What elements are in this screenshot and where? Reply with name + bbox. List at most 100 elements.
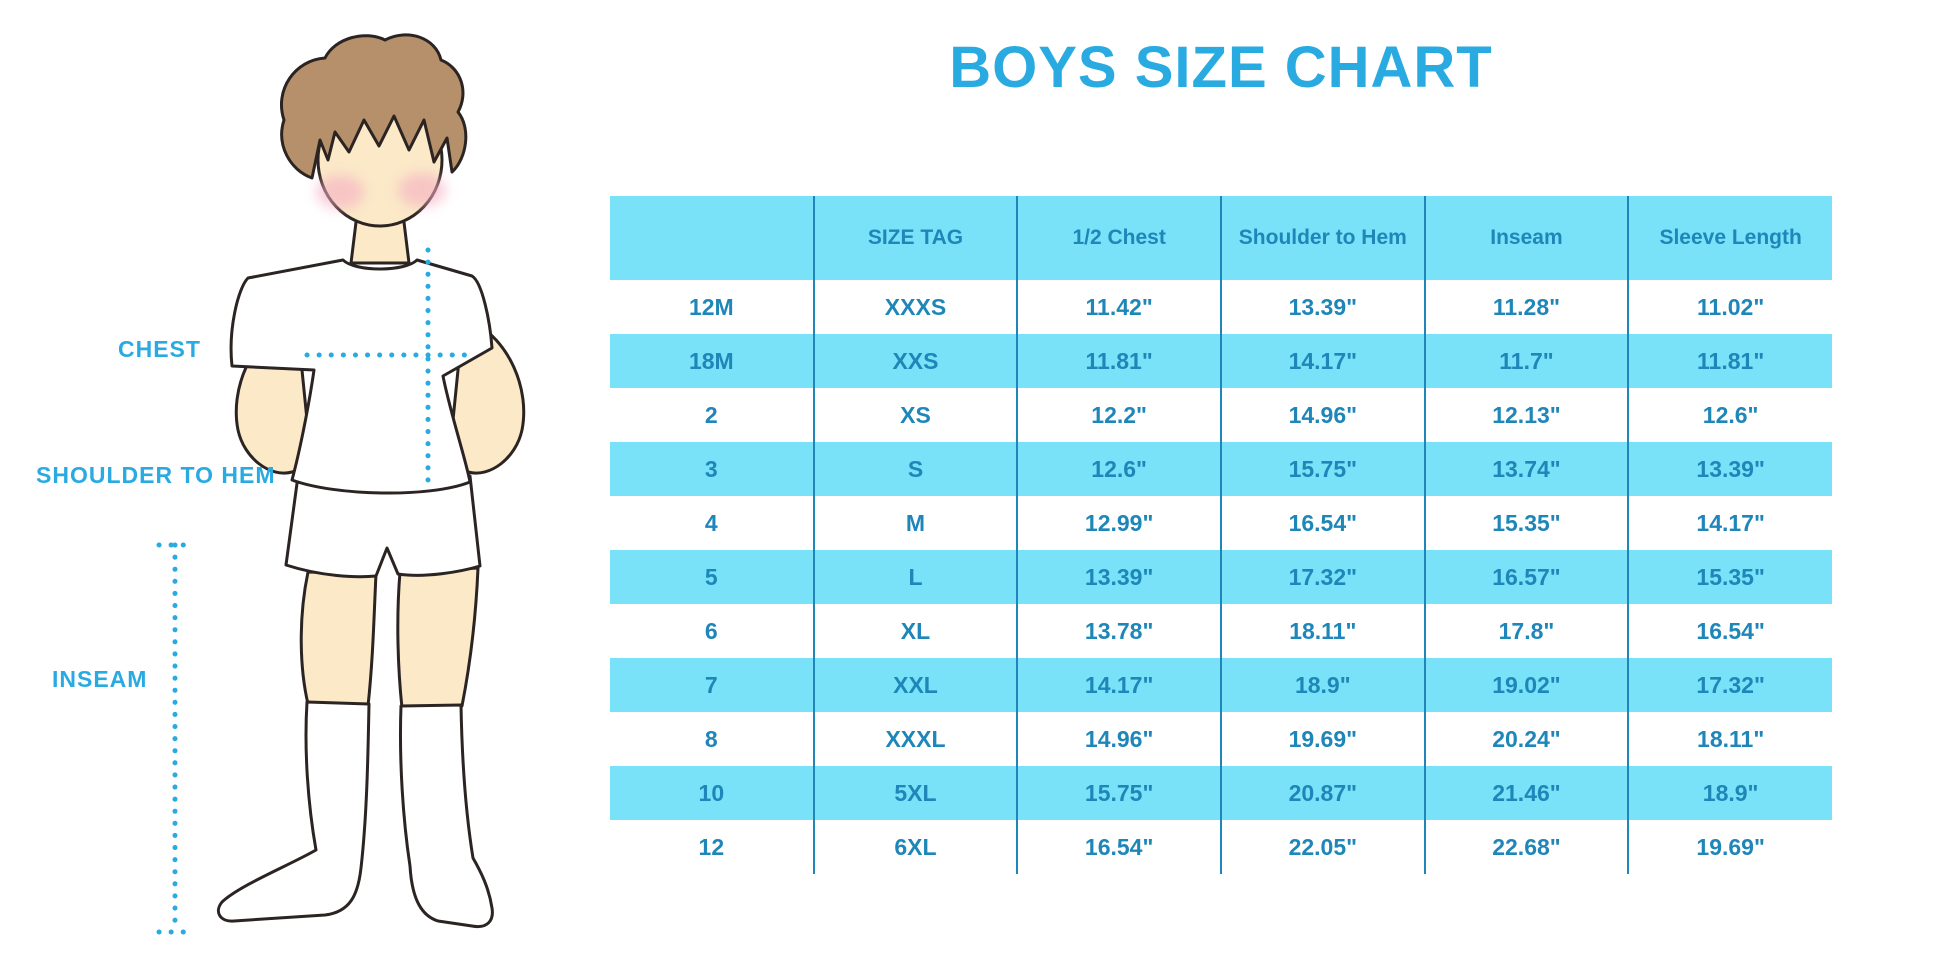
shoulder-to-hem-label: SHOULDER TO HEM (36, 462, 276, 488)
table-row: 12 6XL 16.54" 22.05" 22.68" 19.69" (610, 820, 1832, 874)
value-cell: 14.17" (1627, 496, 1832, 550)
table-row: 2 XS 12.2" 14.96" 12.13" 12.6" (610, 388, 1832, 442)
value-cell: 15.75" (1219, 442, 1425, 496)
value-cell: 12.6" (1627, 388, 1832, 442)
blush-right (398, 173, 446, 207)
value-cell: 15.35" (1423, 496, 1629, 550)
chest-label: CHEST (118, 336, 201, 362)
boy-figure-svg (156, 33, 526, 935)
table-row: 5 L 13.39" 17.32" 16.57" 15.35" (610, 550, 1832, 604)
size-cell: 5 (704, 563, 718, 590)
column-header: SIZE TAG (812, 196, 1018, 280)
column-header: Shoulder to Hem (1219, 196, 1425, 280)
value-cell: 12.2" (1016, 388, 1221, 442)
value-cell: 18.9" (1627, 766, 1832, 820)
value-cell: 11.02" (1627, 280, 1832, 334)
size-cell: 2 (704, 401, 718, 428)
size-cell: 18M (688, 347, 734, 374)
value-cell: 14.17" (1219, 334, 1425, 388)
value-cell: 19.69" (1219, 712, 1425, 766)
value-cell: 15.75" (1016, 766, 1221, 820)
value-cell: 13.39" (1627, 442, 1832, 496)
value-cell: 22.68" (1423, 820, 1629, 874)
value-cell: 20.24" (1423, 712, 1629, 766)
size-cell: 8 (704, 725, 718, 752)
value-cell: 11.81" (1627, 334, 1832, 388)
value-cell: 17.32" (1219, 550, 1425, 604)
header-row: SIZE TAG 1/2 Chest Shoulder to Hem Inseam Sl… (610, 196, 1832, 280)
inseam-label: INSEAM (52, 666, 148, 692)
size-cell: 12M (688, 293, 734, 320)
value-cell: XS (812, 388, 1018, 442)
value-cell: 11.81" (1016, 334, 1221, 388)
value-cell: 21.46" (1423, 766, 1629, 820)
value-cell: 16.54" (1627, 604, 1832, 658)
size-cell: 6 (704, 617, 718, 644)
value-cell: XL (812, 604, 1018, 658)
table-row: 4 M 12.99" 16.54" 15.35" 14.17" (610, 496, 1832, 550)
size-cell: 10 (698, 779, 725, 806)
boy-illustration: CHEST SHOULDER TO HEM INSEAM (0, 0, 560, 973)
value-cell: 18.11" (1627, 712, 1832, 766)
value-cell: M (812, 496, 1018, 550)
value-cell: S (812, 442, 1018, 496)
size-table-body: 12M XXXS 11.42" 13.39" 11.28" 11.02" 18M XXS 11.… (610, 280, 1832, 874)
table-row: 8 XXXL 14.96" 19.69" 20.24" 18.11" (610, 712, 1832, 766)
page-title: BOYS SIZE CHART (949, 35, 1493, 100)
column-header (610, 196, 814, 280)
value-cell: L (812, 550, 1018, 604)
value-cell: 16.54" (1016, 820, 1221, 874)
size-cell: 12 (698, 833, 725, 860)
boy-shorts (284, 474, 482, 579)
value-cell: 12.13" (1423, 388, 1629, 442)
value-cell: 20.87" (1219, 766, 1425, 820)
value-cell: 22.05" (1219, 820, 1425, 874)
value-cell: 16.57" (1423, 550, 1629, 604)
value-cell: 16.54" (1219, 496, 1425, 550)
value-cell: 6XL (812, 820, 1018, 874)
size-table: SIZE TAG 1/2 Chest Shoulder to Hem Inseam Sl… (610, 196, 1832, 874)
size-cell: 4 (704, 509, 718, 536)
value-cell: 19.69" (1627, 820, 1832, 874)
boy-sock-right (398, 703, 494, 929)
boy-hair (280, 33, 468, 180)
column-header: Inseam (1423, 196, 1629, 280)
value-cell: 13.78" (1016, 604, 1221, 658)
boy-sock-left (217, 700, 371, 923)
value-cell: XXXL (812, 712, 1018, 766)
value-cell: 17.32" (1627, 658, 1832, 712)
table-row: 7 XXL 14.17" 18.9" 19.02" 17.32" (610, 658, 1832, 712)
value-cell: 18.9" (1219, 658, 1425, 712)
column-header: 1/2 Chest (1016, 196, 1221, 280)
value-cell: 12.99" (1016, 496, 1221, 550)
value-cell: XXL (812, 658, 1018, 712)
size-table-header: SIZE TAG 1/2 Chest Shoulder to Hem Inseam Sl… (610, 196, 1832, 280)
table-row: 12M XXXS 11.42" 13.39" 11.28" 11.02" (610, 280, 1832, 334)
table-row: 10 5XL 15.75" 20.87" 21.46" 18.9" (610, 766, 1832, 820)
table-row: 3 S 12.6" 15.75" 13.74" 13.39" (610, 442, 1832, 496)
boy-leg-right (396, 566, 480, 710)
size-cell: 7 (704, 671, 718, 698)
boy-leg-left (299, 570, 378, 708)
value-cell: XXXS (812, 280, 1018, 334)
value-cell: 14.17" (1016, 658, 1221, 712)
value-cell: 11.28" (1423, 280, 1629, 334)
table-row: 18M XXS 11.81" 14.17" 11.7" 11.81" (610, 334, 1832, 388)
boy-shirt (229, 258, 494, 495)
blush-left (316, 175, 364, 209)
value-cell: XXS (812, 334, 1018, 388)
value-cell: 17.8" (1423, 604, 1629, 658)
value-cell: 11.42" (1016, 280, 1221, 334)
table-row: 6 XL 13.78" 18.11" 17.8" 16.54" (610, 604, 1832, 658)
value-cell: 18.11" (1219, 604, 1425, 658)
value-cell: 14.96" (1219, 388, 1425, 442)
value-cell: 13.74" (1423, 442, 1629, 496)
value-cell: 13.39" (1016, 550, 1221, 604)
size-cell: 3 (704, 455, 718, 482)
value-cell: 13.39" (1219, 280, 1425, 334)
value-cell: 15.35" (1627, 550, 1832, 604)
value-cell: 19.02" (1423, 658, 1629, 712)
value-cell: 11.7" (1423, 334, 1629, 388)
value-cell: 14.96" (1016, 712, 1221, 766)
value-cell: 5XL (812, 766, 1018, 820)
